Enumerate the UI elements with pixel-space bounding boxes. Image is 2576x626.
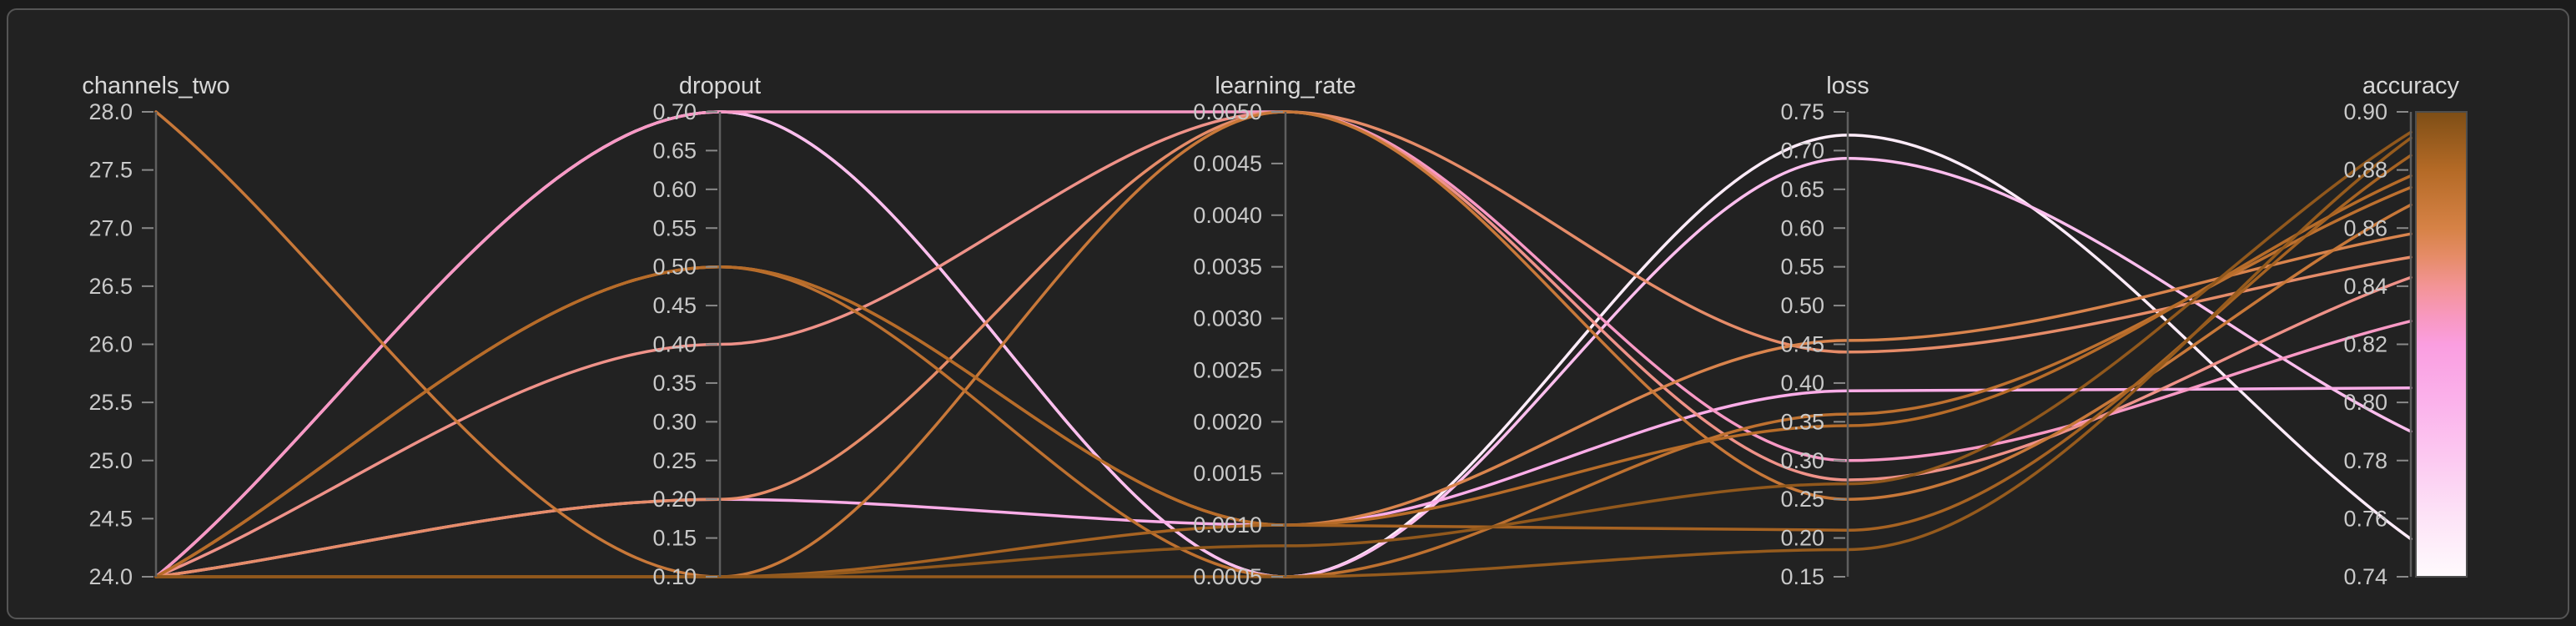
tick-label-loss: 0.65 (1780, 177, 1824, 202)
accuracy-colorbar-gradient (2415, 111, 2468, 578)
run-line[interactable] (154, 174, 2412, 578)
tick-label-accuracy: 0.88 (2343, 158, 2387, 183)
tick-label-dropout: 0.40 (652, 332, 697, 357)
tick-label-learning_rate: 0.0035 (1193, 255, 1262, 280)
axis-dropout: 0.10 0.15 0.20 0.25 0.30 0.35 0.40 0.45 0.50 0.55… (652, 73, 761, 589)
tick-label-accuracy: 0.80 (2343, 390, 2387, 415)
tick-label-accuracy: 0.86 (2343, 215, 2387, 240)
tick-label-loss: 0.40 (1780, 371, 1824, 396)
tick-label-dropout: 0.70 (652, 99, 697, 124)
tick-label-dropout: 0.65 (652, 138, 697, 163)
tick-label-dropout: 0.45 (652, 293, 697, 318)
tick-label-learning_rate: 0.0030 (1193, 306, 1262, 331)
tick-label-learning_rate: 0.0025 (1193, 357, 1262, 382)
tick-label-accuracy: 0.74 (2343, 564, 2387, 589)
run-line[interactable] (154, 110, 2412, 578)
tick-label-learning_rate: 0.0015 (1193, 461, 1262, 486)
run-line[interactable] (154, 110, 2412, 578)
run-line[interactable] (154, 110, 2412, 578)
tick-label-learning_rate: 0.0010 (1193, 512, 1262, 538)
run-line[interactable] (154, 386, 2412, 578)
tick-label-loss: 0.70 (1780, 138, 1824, 163)
tick-label-dropout: 0.10 (652, 564, 697, 589)
tick-label-learning_rate: 0.0045 (1193, 151, 1262, 176)
axis-title-learning_rate[interactable]: learning_rate (1215, 73, 1356, 99)
tick-label-dropout: 0.35 (652, 371, 697, 396)
tick-label-learning_rate: 0.0040 (1193, 203, 1262, 228)
axis-accuracy: 0.74 0.76 0.78 0.80 0.82 0.84 0.86 0.88 0.90accu… (2343, 73, 2459, 589)
run-lines-layer (154, 110, 2412, 578)
tick-label-loss: 0.60 (1780, 215, 1824, 240)
tick-label-dropout: 0.60 (652, 177, 697, 202)
tick-label-dropout: 0.15 (652, 526, 697, 551)
tick-label-loss: 0.50 (1780, 293, 1824, 318)
axis-title-dropout[interactable]: dropout (679, 73, 761, 99)
tick-label-channels_two: 24.5 (88, 506, 133, 531)
tick-label-dropout: 0.25 (652, 448, 697, 473)
tick-label-accuracy: 0.78 (2343, 448, 2387, 473)
tick-label-channels_two: 27.5 (88, 158, 133, 183)
tick-label-loss: 0.75 (1780, 99, 1824, 124)
tick-label-dropout: 0.20 (652, 487, 697, 512)
tick-label-accuracy: 0.76 (2343, 506, 2387, 531)
tick-label-dropout: 0.50 (652, 255, 697, 280)
axis-title-loss[interactable]: loss (1826, 73, 1869, 99)
tick-label-channels_two: 28.0 (88, 99, 133, 124)
run-line[interactable] (154, 110, 2412, 578)
tick-label-learning_rate: 0.0005 (1193, 564, 1262, 589)
tick-label-channels_two: 26.5 (88, 274, 133, 299)
tick-label-accuracy: 0.90 (2343, 99, 2387, 124)
tick-label-channels_two: 25.5 (88, 390, 133, 415)
tick-label-learning_rate: 0.0050 (1193, 99, 1262, 124)
axis-title-channels_two[interactable]: channels_two (82, 73, 229, 99)
tick-label-learning_rate: 0.0020 (1193, 409, 1262, 434)
axes-layer: 24.0 24.5 25.0 25.5 26.0 26.5 27.0 27.5 28.0chan… (82, 73, 2459, 589)
run-line[interactable] (154, 154, 2412, 578)
tick-label-channels_two: 27.0 (88, 215, 133, 240)
tick-label-channels_two: 25.0 (88, 448, 133, 473)
accuracy-colorbar (2415, 111, 2468, 578)
axis-channels_two: 24.0 24.5 25.0 25.5 26.0 26.5 27.0 27.5 28.0chan… (82, 73, 229, 589)
axis-loss: 0.15 0.20 0.25 0.30 0.35 0.40 0.45 0.50 0.55 0.60… (1780, 73, 1869, 589)
axis-title-accuracy[interactable]: accuracy (2362, 73, 2460, 99)
axis-learning_rate: 0.0005 0.0010 0.0015 0.0020 0.0025 0.0030 0.00… (1193, 73, 1356, 589)
tick-label-dropout: 0.55 (652, 215, 697, 240)
tick-label-accuracy: 0.82 (2343, 332, 2387, 357)
run-line[interactable] (154, 110, 2412, 578)
run-line[interactable] (154, 130, 2412, 578)
run-line[interactable] (154, 110, 2412, 578)
tick-label-loss: 0.55 (1780, 255, 1824, 280)
tick-label-channels_two: 26.0 (88, 332, 133, 357)
tick-label-channels_two: 24.0 (88, 564, 133, 589)
tick-label-loss: 0.15 (1780, 564, 1824, 589)
tick-label-loss: 0.45 (1780, 332, 1824, 357)
tick-label-loss: 0.25 (1780, 487, 1824, 512)
tick-label-accuracy: 0.84 (2343, 274, 2387, 299)
tick-label-loss: 0.20 (1780, 526, 1824, 551)
tick-label-dropout: 0.30 (652, 409, 697, 434)
tick-label-loss: 0.35 (1780, 409, 1824, 434)
tick-label-loss: 0.30 (1780, 448, 1824, 473)
